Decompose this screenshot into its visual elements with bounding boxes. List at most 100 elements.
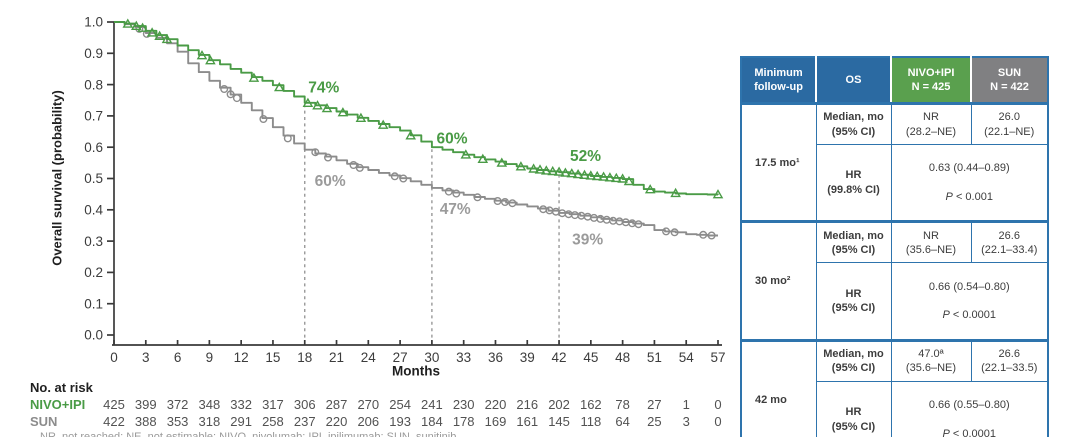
series-sun [114,21,718,240]
table-header-row: Minimum follow-up OS NIVO+IPI N = 425 SU… [741,57,1048,105]
at-risk-value: 27 [647,397,662,412]
at-risk-value: 0 [714,397,722,412]
svg-text:0.4: 0.4 [84,203,103,218]
at-risk-value: 425 [103,397,125,412]
svg-text:30: 30 [424,350,439,365]
at-risk-value: 230 [452,397,475,412]
svg-text:51: 51 [647,350,662,365]
at-risk-row-nivo-ipi: NIVO+IPI 425 399 372 348 332 317 306 287 270 254 2… [0,397,745,412]
svg-text:74%: 74% [308,80,339,97]
svg-text:48: 48 [615,350,630,365]
median-label-42mo: Median, mo (95% CI) [815,338,892,382]
at-risk-value: 287 [325,397,348,412]
p-symbol: P [942,309,950,322]
svg-text:9: 9 [206,350,214,365]
at-risk-value: 184 [421,414,443,429]
svg-text:0.7: 0.7 [84,109,103,124]
at-risk-value: 291 [230,414,252,429]
followup-42mo: 42 mo [740,338,817,437]
at-risk-row-sun: SUN 422 388 353 318 291 258 237 220 206 193 184 178… [0,414,745,429]
at-risk-value: 78 [615,397,630,412]
svg-text:47%: 47% [440,201,471,218]
p-value-line: P < 0.0001 [894,427,1046,437]
at-risk-value: 332 [230,397,252,412]
svg-text:12: 12 [234,350,249,365]
p-value-line: P < 0.001 [894,190,1046,204]
svg-text:0.1: 0.1 [84,296,103,311]
p-number: < 0.0001 [952,427,997,437]
hr-value-30mo: 0.66 (0.54–0.80) P < 0.0001 [890,262,1049,341]
table-row-hr-30mo: HR (95% CI) 0.66 (0.54–0.80) P < 0.0001 [741,262,1049,341]
col-header-os: OS [815,57,891,105]
svg-text:21: 21 [329,350,344,365]
at-risk-value: 258 [262,414,284,429]
hr-value-17-5mo: 0.63 (0.44–0.89) P < 0.001 [890,143,1049,223]
svg-text:0.9: 0.9 [84,46,103,61]
svg-text:39%: 39% [572,232,603,249]
at-risk-label-sun: SUN [30,414,58,429]
at-risk-value: 193 [389,414,411,429]
svg-text:1.0: 1.0 [84,15,103,30]
table-row-hr-42mo: HR (95% CI) 0.66 (0.55–0.80) P < 0.0001 [741,380,1049,437]
svg-text:0.3: 0.3 [84,234,103,249]
svg-text:54: 54 [679,350,695,365]
axes [107,21,722,346]
at-risk-value: 399 [134,397,157,412]
at-risk-value: 145 [548,414,570,429]
median-sun-42mo: 26.6 (22.1–33.5) [970,338,1049,382]
svg-text:3: 3 [142,350,150,365]
at-risk-value: 178 [452,414,475,429]
at-risk-value: 162 [579,397,602,412]
hr-label-30mo: HR (95% CI) [815,262,892,341]
followup-30mo: 30 mo² [740,220,817,341]
at-risk-title: No. at risk [30,380,93,395]
footnote-clipped: NR, not reached; NE, not estimable; NIVO… [40,431,457,437]
p-number: < 0.0001 [952,309,997,322]
at-risk-value: 422 [103,414,125,429]
hr-estimate: 0.66 (0.55–0.80) [928,399,1010,412]
median-sun-17-5mo: 26.0 (22.1–NE) [970,102,1049,145]
svg-text:36: 36 [488,350,503,365]
svg-text:42: 42 [552,350,567,365]
svg-text:27: 27 [393,350,408,365]
p-number: < 0.001 [955,190,993,203]
series-nivo-ipi [114,18,724,199]
at-risk-value: 3 [682,414,690,429]
censor-marks-circle [135,24,716,240]
svg-text:33: 33 [456,350,471,365]
svg-text:0.8: 0.8 [84,77,103,92]
at-risk-value: 0 [714,414,722,429]
svg-text:45: 45 [583,350,598,365]
svg-text:57: 57 [710,350,725,365]
hr-value-42mo: 0.66 (0.55–0.80) P < 0.0001 [890,380,1049,437]
svg-text:60%: 60% [437,131,468,148]
table-row-median-30mo: 30 mo² Median, mo (95% CI) NR (35.6–NE) … [740,220,1049,341]
table-row-hr-17-5mo: HR (99.8% CI) 0.63 (0.44–0.89) P < 0.001 [741,143,1049,223]
median-label-17-5mo: Median, mo (95% CI) [815,102,892,145]
km-plot: 0.00.10.20.30.40.50.60.70.80.91.00 3 6 9 12 1… [84,15,725,365]
median-label-30mo: Median, mo (95% CI) [815,220,892,264]
censor-marks-triangle [122,18,724,199]
at-risk-label-nivo-ipi: NIVO+IPI [30,397,86,412]
at-risk-value: 317 [262,397,284,412]
at-risk-value: 216 [516,397,539,412]
median-nivo-17-5mo: NR (28.2–NE) [890,102,972,145]
hr-label-42mo: HR (95% CI) [815,380,892,437]
col-header-nivo-ipi: NIVO+IPI N = 425 [890,57,971,105]
os-summary-table: Minimum follow-up OS NIVO+IPI N = 425 SU… [740,56,1049,437]
x-axis-title: Months [392,363,440,379]
hr-label-17-5mo: HR (99.8% CI) [815,143,892,223]
at-risk-value: 169 [484,414,507,429]
at-risk-value: 306 [293,397,316,412]
svg-text:0: 0 [110,350,118,365]
at-risk-value: 237 [293,414,316,429]
at-risk-value: 25 [647,414,662,429]
followup-17-5mo: 17.5 mo¹ [740,101,817,223]
svg-text:60%: 60% [315,173,346,190]
at-risk-value: 1 [682,397,690,412]
at-risk-value: 64 [615,414,630,429]
at-risk-value: 353 [166,414,189,429]
at-risk-value: 220 [484,397,507,412]
at-risk-value: 348 [198,397,221,412]
